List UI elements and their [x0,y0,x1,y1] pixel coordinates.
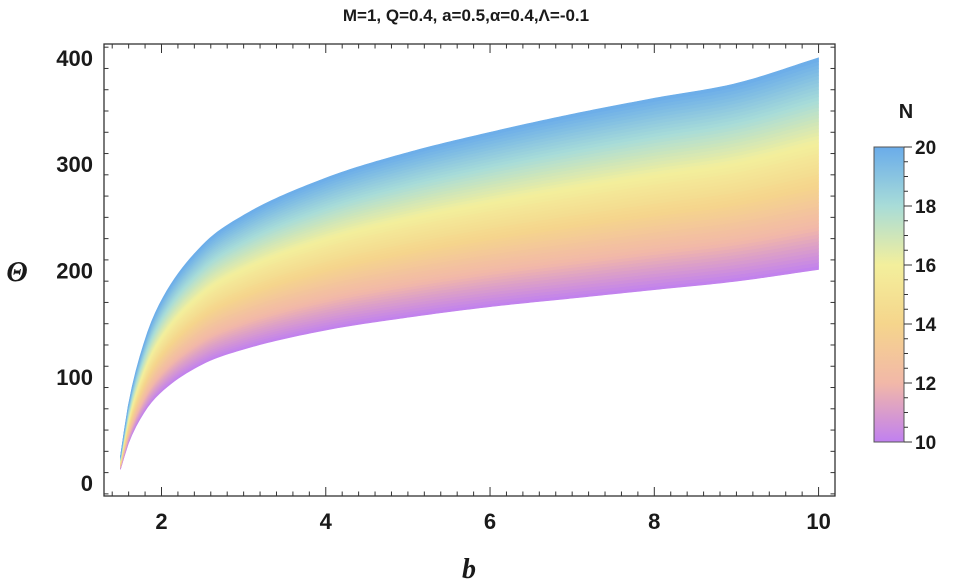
colorbar-label: N [899,101,913,123]
band-strip [120,57,819,457]
x-tick-label: 4 [320,509,333,534]
colorbar-tick-label: 10 [915,433,936,454]
colorbar-gradient [873,146,905,443]
x-axis: 2 4 6 8 10 [111,44,836,534]
y-tick-label: 0 [81,471,93,496]
plot-frame [103,43,836,497]
x-axis-label: b [462,554,476,582]
colorbar-tick-label: 18 [915,197,936,218]
x-tick-label: 10 [806,509,830,534]
x-tick-label: 8 [648,509,660,534]
y-tick-label: 100 [56,365,93,390]
x-tick-label: 6 [484,509,496,534]
colorbar-tick-label: 20 [915,138,936,159]
colorbar-ticks: 10 12 14 16 18 20 [904,138,937,454]
y-tick-label: 300 [56,152,93,177]
colorbar-tick-label: 14 [915,315,937,336]
y-tick-label: 200 [56,259,93,284]
x-tick-label: 2 [155,509,167,534]
y-tick-label: 400 [56,46,93,71]
colorbar-tick-label: 12 [915,374,936,395]
chart-title: M=1, Q=0.4, a=0.5,α=0.4,Λ=-0.1 [343,6,589,25]
colorbar-tick-label: 16 [915,256,936,277]
y-axis-label: Θ [6,257,27,288]
colorbar: N 10 12 14 16 18 20 [873,101,937,454]
data-band [120,57,819,470]
y-axis: 0 100 200 300 400 [56,46,835,496]
